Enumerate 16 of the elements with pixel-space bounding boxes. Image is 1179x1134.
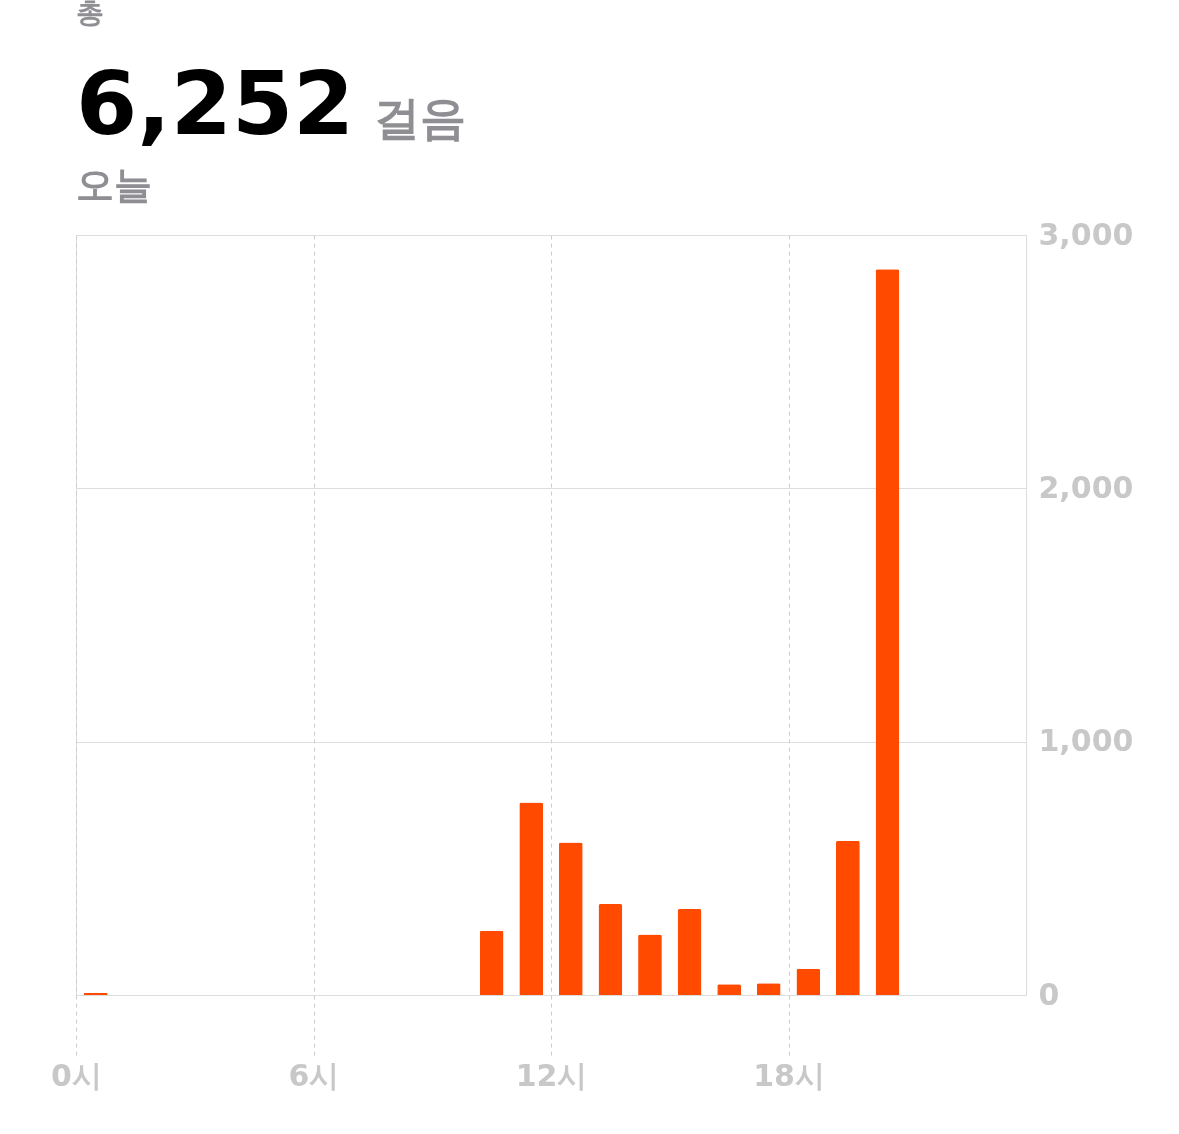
bar xyxy=(836,840,860,995)
bar xyxy=(558,842,583,995)
bar xyxy=(83,992,108,995)
bar xyxy=(796,968,821,995)
bar xyxy=(717,984,741,995)
bar xyxy=(519,802,544,995)
text: 총 xyxy=(76,0,104,29)
bar xyxy=(677,909,702,995)
bar xyxy=(598,904,623,995)
text: 오늘 xyxy=(76,163,152,207)
bar xyxy=(756,983,781,995)
chart-subtitle: 걸음 xyxy=(374,91,467,145)
chart-title: 6,252 xyxy=(76,52,355,155)
bar xyxy=(479,930,504,995)
bar xyxy=(638,934,662,995)
bar xyxy=(875,269,900,995)
